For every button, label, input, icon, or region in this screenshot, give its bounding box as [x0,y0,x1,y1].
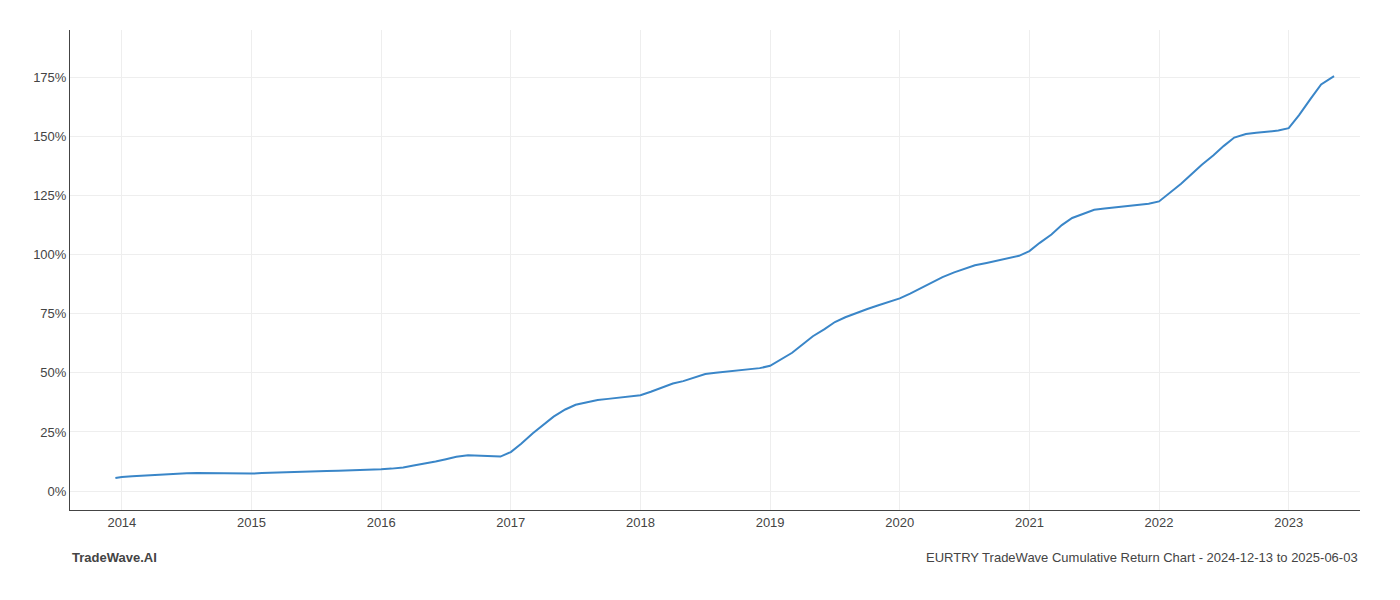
svg-text:150%: 150% [33,129,67,144]
svg-text:2022: 2022 [1145,515,1174,530]
svg-text:2020: 2020 [885,515,914,530]
svg-text:2018: 2018 [626,515,655,530]
svg-text:2019: 2019 [756,515,785,530]
svg-text:25%: 25% [40,425,66,440]
svg-text:0%: 0% [48,484,67,499]
svg-text:2023: 2023 [1274,515,1303,530]
svg-text:EURTRY TradeWave Cumulative Re: EURTRY TradeWave Cumulative Return Chart… [926,550,1358,565]
svg-text:100%: 100% [33,247,67,262]
svg-text:50%: 50% [40,365,66,380]
svg-text:TradeWave.AI: TradeWave.AI [72,550,157,565]
svg-text:175%: 175% [33,70,67,85]
svg-text:2017: 2017 [496,515,525,530]
svg-text:2021: 2021 [1015,515,1044,530]
svg-text:2015: 2015 [237,515,266,530]
svg-text:2014: 2014 [107,515,136,530]
svg-text:125%: 125% [33,188,67,203]
svg-text:75%: 75% [40,306,66,321]
svg-text:2016: 2016 [367,515,396,530]
